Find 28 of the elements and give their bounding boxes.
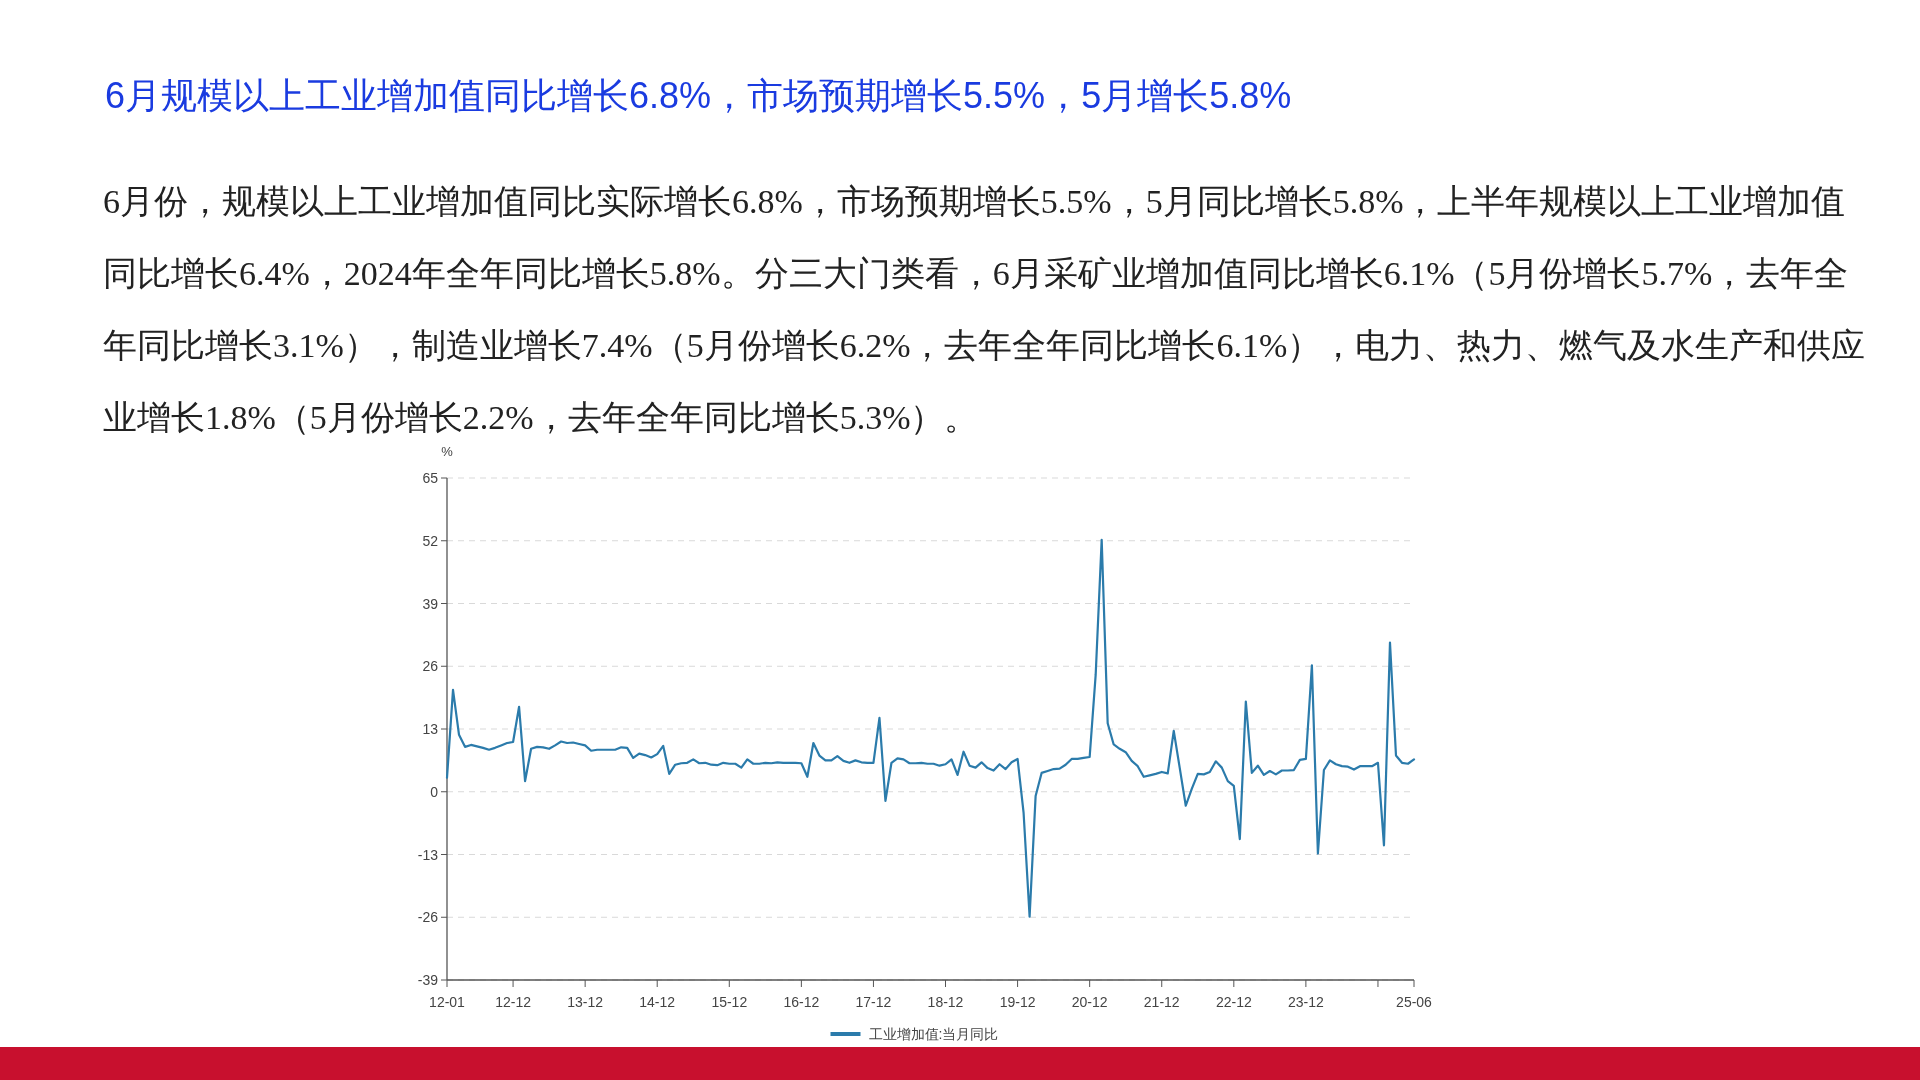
y-tick-label: 0	[430, 783, 439, 800]
x-tick-label: 17-12	[855, 994, 892, 1010]
x-tick-label: 22-12	[1215, 994, 1252, 1010]
x-tick-label: 13-12	[567, 994, 604, 1010]
x-tick-label: 18-12	[927, 994, 964, 1010]
y-axis-title: %	[441, 444, 454, 459]
y-tick-label: 52	[422, 532, 439, 549]
x-tick-label: 12-12	[495, 994, 532, 1010]
chart-title: 6月规模以上工业增加值同比增长6.8%，市场预期增长5.5%，5月增长5.8%	[105, 74, 1292, 118]
y-tick-label: 39	[422, 595, 439, 612]
x-tick-label: 14-12	[639, 994, 676, 1010]
legend-label: 工业增加值:当月同比	[868, 1026, 999, 1042]
x-tick-label: 21-12	[1143, 994, 1180, 1010]
x-tick-label: 25-06	[1396, 994, 1433, 1010]
x-tick-label: 15-12	[711, 994, 748, 1010]
x-tick-label: 19-12	[999, 994, 1036, 1010]
y-tick-label: 26	[422, 658, 439, 675]
y-tick-label: -39	[417, 972, 439, 988]
x-tick-label: 12-01	[429, 994, 466, 1010]
y-tick-label: -13	[417, 846, 439, 863]
x-tick-label: 20-12	[1071, 994, 1108, 1010]
y-tick-label: -26	[417, 909, 439, 926]
y-tick-label: 13	[422, 721, 439, 737]
x-tick-label: 23-12	[1287, 994, 1324, 1010]
line-series	[445, 538, 1416, 918]
text: 6月份，规模以上工业增加值同比实际增长6.8%，市场预期增长5.5%，5月同比增长5.8%，上半年规模以上工业增加值同比增长6.4%，2024年全年同比增长5.8%。分三大门类看，6月采矿业增加值同比增长6.1%（5月份增长5.7%，去年全年同比增长3.1%），制造业增长7.4%（5月份增长6.2%，去年全年同比增长6.1%），电力、热力、燃气及水生产和供应业增长1.8%（5月份增长2.2%，去年全年同比增长5.3%）。	[103, 183, 1866, 436]
x-tick-label: 16-12	[783, 994, 820, 1010]
y-tick-label: 65	[422, 470, 439, 486]
